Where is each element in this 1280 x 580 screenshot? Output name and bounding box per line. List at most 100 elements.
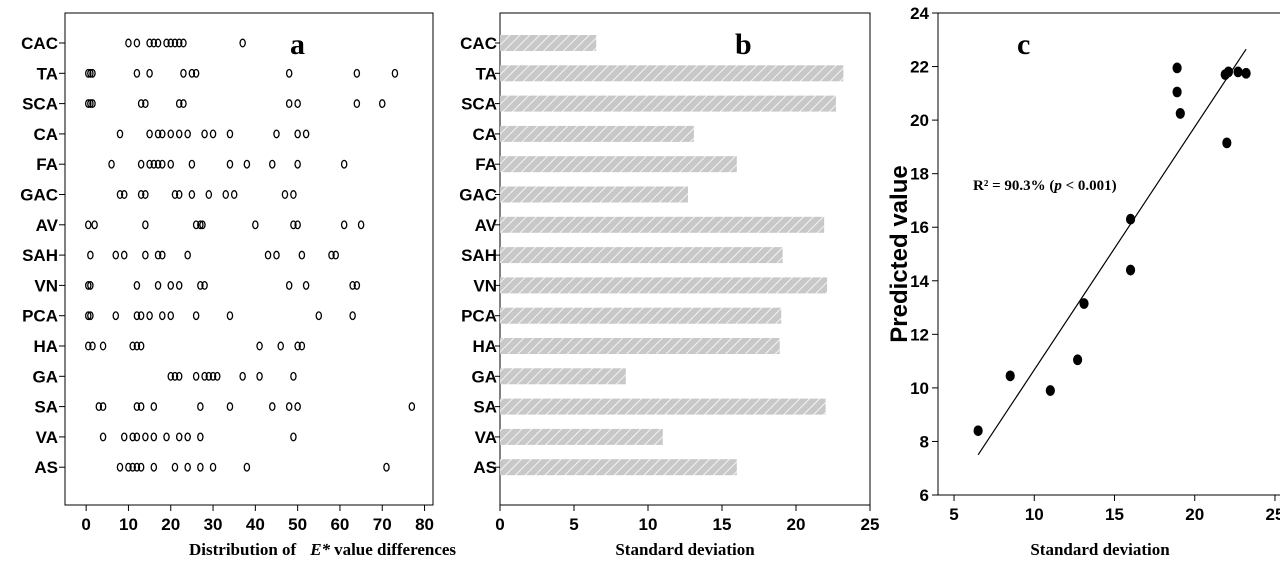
panel-c-point (1079, 298, 1089, 309)
panel-a-point (120, 432, 128, 442)
panel-b-bar (500, 35, 597, 51)
panel-a-ytick-label: VA (36, 428, 58, 447)
panel-a-point (85, 68, 92, 78)
panel-a-point (383, 462, 390, 472)
panel-a-point (188, 159, 196, 169)
panel-a-point (340, 159, 348, 169)
panel-c-xlabel: Standard deviation (1030, 540, 1170, 559)
panel-a-point (133, 38, 141, 48)
panel-a-point (340, 220, 348, 230)
panel-b-xtick-label: 5 (569, 515, 578, 534)
panel-a-point (150, 432, 158, 442)
panel-a-ytick-label: GAC (20, 186, 58, 205)
panel-a-point (133, 311, 141, 321)
panel-a-xtick-label: 0 (81, 515, 90, 534)
panel-a-point (159, 159, 166, 169)
panel-b-ytick-label: GAC (459, 186, 497, 205)
panel-a-point (137, 341, 145, 351)
panel-a-point (294, 341, 301, 351)
panel-a-point (294, 159, 301, 169)
panel-a-point (197, 462, 204, 472)
panel-c-annotation: R² = 90.3% (p < 0.001) (973, 178, 1117, 194)
panel-a-point (137, 99, 145, 109)
panel-c-ytick-label: 24 (910, 4, 929, 23)
panel-a-ytick-label: GA (33, 367, 59, 386)
panel-a-xtick-label: 30 (204, 515, 223, 534)
panel-a-point (150, 159, 158, 169)
panel-a-point (192, 311, 200, 321)
panel-a-point (197, 432, 204, 442)
panel-a-point (222, 190, 229, 199)
panel-c-point (973, 425, 983, 437)
panel-a-point (315, 311, 323, 321)
panel-a-point (99, 402, 107, 412)
panel-a-point (294, 402, 301, 412)
panel-a-point (154, 38, 162, 48)
panel-a-point (85, 280, 92, 290)
panel-a-point (163, 432, 170, 442)
panel-a-point (154, 129, 162, 139)
panel-b-ytick-label: PCA (461, 307, 497, 326)
panel-c-point (1241, 67, 1251, 79)
panel-a-ytick-label: SA (34, 398, 58, 417)
panel-a-point (226, 129, 234, 139)
panel-b-bar (500, 65, 844, 82)
panel-a-point (353, 99, 361, 109)
panel-c-point (1172, 62, 1182, 74)
panel-a-point (133, 341, 141, 351)
panel-a-xtick-label: 60 (330, 515, 349, 534)
panel-b-xtick-label: 10 (639, 515, 658, 534)
panel-a-point (188, 190, 196, 199)
panel-c-point (1005, 370, 1015, 382)
panel-a-point (357, 220, 365, 230)
panel-a-point (137, 159, 145, 169)
panel-c-point (1125, 213, 1136, 225)
panel-b-bar (500, 186, 688, 203)
panel-a-point (171, 462, 179, 472)
panel-a-point (150, 462, 158, 472)
panel-c-frame (937, 12, 1280, 496)
panel-a-point (285, 99, 293, 109)
panel-a-point (108, 159, 115, 169)
panel-a-ytick-label: PCA (22, 307, 58, 326)
panel-a-ytick-label: TA (37, 64, 58, 83)
panel-a-point (290, 371, 297, 381)
panel-b-bar (500, 125, 694, 142)
panel-a-point (175, 190, 183, 199)
panel-a-point (167, 38, 174, 48)
panel-a-point (285, 68, 293, 78)
panel-a-point (171, 371, 179, 381)
panel-a-point (290, 432, 297, 442)
panel-a-point (142, 432, 149, 442)
panel-a-point (332, 250, 339, 260)
panel-a-point (205, 371, 213, 381)
panel-a-point (205, 190, 213, 199)
panel-a-point (112, 311, 120, 321)
panel-a-dot-plot: a CAC TA SCA CA FA GAC AV SAH VN PCA HA GA SA VA AS 0 1… (20, 12, 456, 559)
panel-b-ytick-label: SCA (461, 95, 497, 114)
panel-b-ytick-label: VA (475, 428, 497, 447)
panel-a-ytick-label: HA (33, 337, 58, 356)
panel-a-point (99, 341, 107, 351)
panel-a-point (192, 220, 200, 230)
panel-b-xtick-label: 20 (787, 515, 806, 534)
panel-a-point (226, 159, 234, 169)
panel-a-point (133, 432, 141, 442)
panel-a-point (277, 341, 284, 351)
panel-a-point (184, 462, 191, 472)
panel-a-point (87, 280, 94, 290)
panel-a-point (91, 220, 98, 230)
panel-a-point (294, 129, 301, 139)
panel-b-xtick-label: 0 (495, 515, 504, 534)
panel-a-point (197, 280, 204, 290)
panel-a-frame (64, 12, 434, 506)
panel-c-xtick-label: 25 (1266, 505, 1280, 524)
panel-a-point (154, 280, 162, 290)
panel-a-point (167, 371, 174, 381)
panel-a-xtick-label: 20 (161, 515, 180, 534)
panel-a-point (137, 311, 145, 321)
panel-a-point (175, 38, 183, 48)
panel-c-ytick-label: 22 (910, 58, 929, 77)
panel-a-point (87, 311, 94, 321)
panel-c-fit-line (977, 48, 1247, 456)
